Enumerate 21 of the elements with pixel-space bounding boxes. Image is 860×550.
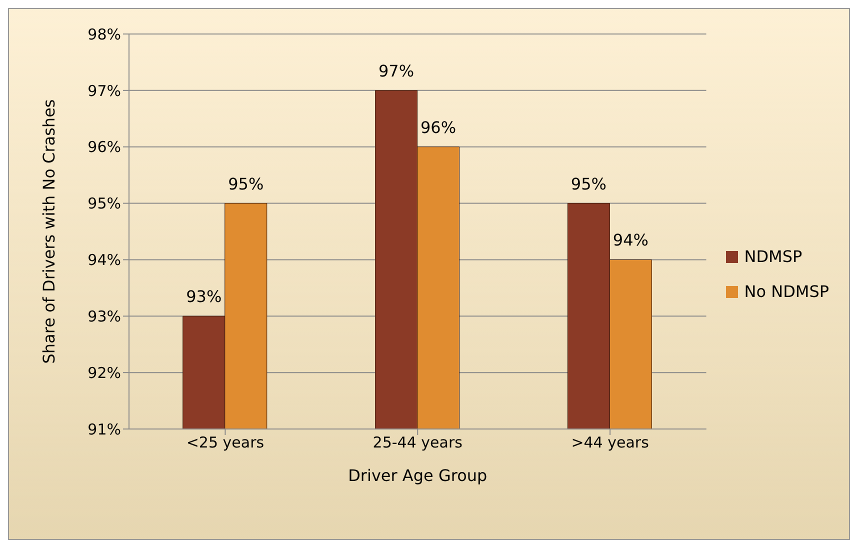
y-axis-title: Share of Drivers with No Crashes — [40, 99, 59, 364]
x-tick-label: <25 years — [186, 434, 264, 452]
y-tick-label: 93% — [88, 307, 121, 326]
y-tick-label: 91% — [88, 420, 121, 438]
data-label: 95% — [228, 174, 264, 194]
y-tick-label: 97% — [88, 82, 121, 100]
data-label: 95% — [570, 174, 606, 194]
y-tick-label: 92% — [88, 364, 121, 382]
x-axis-title: Driver Age Group — [348, 466, 488, 485]
y-tick-label: 98% — [88, 25, 121, 44]
x-tick-label: 25-44 years — [372, 434, 463, 452]
data-label: 97% — [378, 61, 414, 80]
legend-label: No NDMSP — [744, 282, 829, 301]
x-tick-label: >44 years — [571, 434, 650, 452]
y-tick-label: 94% — [88, 251, 121, 270]
text: NDMSP — [744, 247, 802, 266]
y-tick-label: 96% — [88, 138, 121, 156]
y-tick-label: 95% — [88, 194, 121, 213]
data-label: 94% — [612, 230, 648, 250]
data-label: 96% — [420, 118, 456, 137]
data-label: 93% — [186, 287, 222, 306]
